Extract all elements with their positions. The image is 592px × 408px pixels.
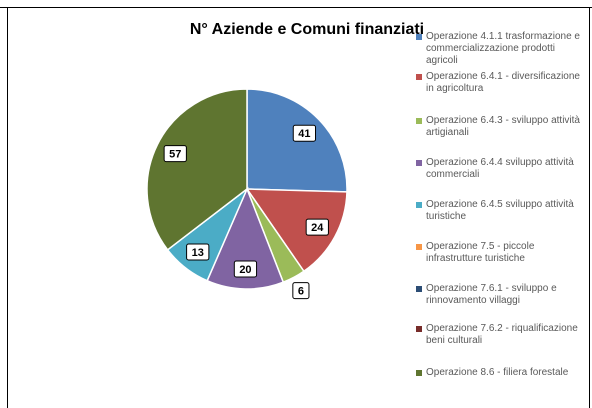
data-label: 41 (298, 128, 310, 140)
data-label-box (186, 243, 210, 261)
legend-item: Operazione 7.5 - piccole infrastrutture … (416, 241, 588, 265)
legend-swatch (416, 244, 422, 250)
data-label: 13 (192, 247, 204, 259)
legend-item: Operazione 6.4.4 sviluppo attività comme… (416, 157, 588, 181)
legend-label: Operazione 7.5 - piccole infrastrutture … (426, 241, 535, 264)
legend-label: Operazione 6.4.4 sviluppo attività comme… (426, 157, 574, 180)
legend-item: Operazione 6.4.1 - diversificazione in a… (416, 71, 588, 95)
data-label-box (292, 282, 310, 300)
chart-title: N° Aziende e Comuni finanziati (190, 21, 424, 38)
legend-swatch (416, 118, 422, 124)
legend-item: Operazione 7.6.1 - sviluppo e rinnovamen… (416, 283, 588, 307)
legend-label: Operazione 4.1.1 trasformazione e commer… (426, 31, 580, 66)
legend-swatch (416, 202, 422, 208)
data-label-box (163, 145, 187, 163)
legend-swatch (416, 286, 422, 292)
data-label-box (292, 124, 317, 142)
data-label-box (233, 260, 258, 278)
pie-slice (245, 188, 348, 273)
legend-item: Operazione 7.6.2 - riqualificazione beni… (416, 323, 588, 347)
pie-slice (146, 88, 248, 251)
legend-item: Operazione 4.1.1 trasformazione e commer… (416, 31, 588, 67)
data-label: 57 (169, 148, 181, 160)
legend-swatch (416, 370, 422, 376)
legend-label: Operazione 7.6.2 - riqualificazione beni… (426, 323, 578, 346)
legend-item: Operazione 8.6 - filiera forestale (416, 367, 588, 379)
data-label: 20 (239, 264, 251, 276)
data-label: 24 (311, 222, 324, 234)
pie-slice (206, 187, 285, 290)
legend-label: Operazione 6.4.1 - diversificazione in a… (426, 71, 580, 94)
legend-item: Operazione 6.4.5 sviluppo attività turis… (416, 199, 588, 223)
legend-label: Operazione 8.6 - filiera forestale (426, 367, 569, 378)
legend-label: Operazione 6.4.3 - sviluppo attività art… (426, 115, 580, 138)
legend-swatch (416, 74, 422, 80)
legend-item: Operazione 6.4.3 - sviluppo attività art… (416, 115, 588, 139)
legend-swatch (416, 34, 422, 40)
legend-swatch (416, 160, 422, 166)
legend-swatch (416, 326, 422, 332)
data-label: 6 (298, 285, 304, 297)
data-label-box (305, 218, 329, 236)
legend-label: Operazione 6.4.5 sviluppo attività turis… (426, 199, 574, 222)
legend-label: Operazione 7.6.1 - sviluppo e rinnovamen… (426, 283, 557, 306)
